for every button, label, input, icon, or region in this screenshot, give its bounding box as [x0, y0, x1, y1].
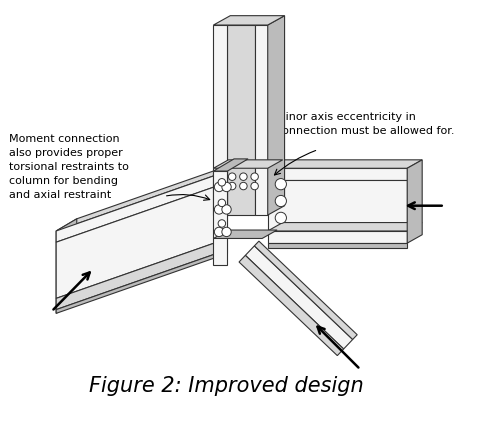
- Circle shape: [221, 227, 231, 237]
- Polygon shape: [254, 25, 267, 215]
- Circle shape: [239, 182, 247, 190]
- Polygon shape: [267, 16, 284, 215]
- Circle shape: [228, 173, 235, 181]
- Circle shape: [218, 178, 225, 186]
- Circle shape: [214, 182, 223, 192]
- Polygon shape: [56, 298, 76, 313]
- Circle shape: [221, 182, 231, 192]
- Polygon shape: [56, 159, 247, 231]
- Polygon shape: [56, 219, 76, 310]
- Circle shape: [218, 199, 225, 206]
- Circle shape: [250, 182, 258, 190]
- Polygon shape: [267, 168, 407, 181]
- Polygon shape: [245, 246, 352, 349]
- Circle shape: [214, 205, 223, 214]
- Polygon shape: [213, 159, 247, 171]
- Polygon shape: [407, 160, 421, 243]
- Polygon shape: [56, 250, 227, 313]
- Polygon shape: [56, 171, 227, 242]
- Polygon shape: [267, 160, 421, 168]
- Text: Minor axis eccentricity in
connection must be allowed for.: Minor axis eccentricity in connection mu…: [275, 112, 454, 136]
- Circle shape: [228, 182, 235, 190]
- Circle shape: [274, 195, 286, 206]
- Circle shape: [221, 205, 231, 214]
- Polygon shape: [267, 222, 421, 231]
- Polygon shape: [254, 241, 357, 340]
- Polygon shape: [56, 238, 227, 310]
- Circle shape: [274, 212, 286, 223]
- Polygon shape: [226, 25, 254, 215]
- Circle shape: [274, 178, 286, 190]
- Polygon shape: [213, 171, 227, 265]
- Polygon shape: [213, 16, 284, 25]
- Polygon shape: [56, 182, 227, 299]
- Polygon shape: [267, 231, 407, 243]
- Circle shape: [218, 220, 225, 227]
- Polygon shape: [267, 181, 407, 231]
- Polygon shape: [213, 230, 276, 238]
- Text: Figure 2: Improved design: Figure 2: Improved design: [89, 376, 363, 396]
- Circle shape: [214, 227, 223, 237]
- Polygon shape: [213, 25, 226, 215]
- Polygon shape: [239, 255, 343, 356]
- Polygon shape: [213, 160, 282, 168]
- Circle shape: [239, 173, 247, 181]
- Circle shape: [250, 173, 258, 181]
- Text: Moment connection
also provides proper
torsional restraints to
column for bendin: Moment connection also provides proper t…: [9, 133, 129, 200]
- Polygon shape: [267, 243, 407, 248]
